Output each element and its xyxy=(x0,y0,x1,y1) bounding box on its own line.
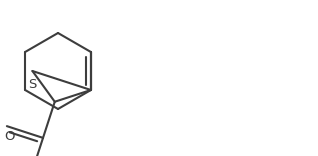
Text: O: O xyxy=(5,130,15,143)
Text: S: S xyxy=(28,78,37,91)
